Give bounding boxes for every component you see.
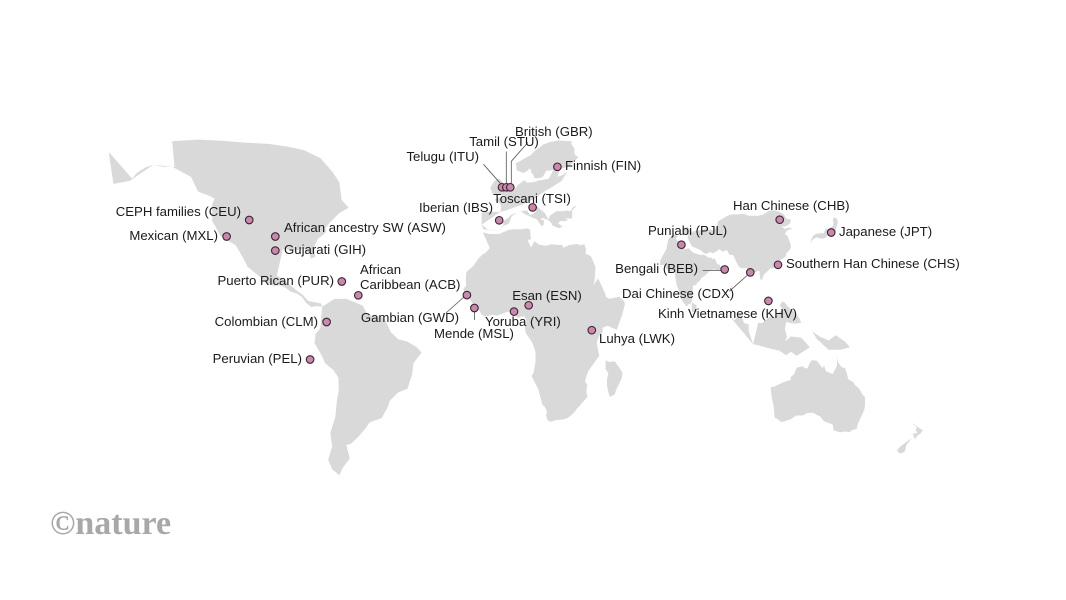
svg-text:Punjabi (PJL): Punjabi (PJL) [648, 223, 727, 238]
svg-text:Gujarati (GIH): Gujarati (GIH) [284, 242, 366, 257]
svg-text:Dai Chinese (CDX): Dai Chinese (CDX) [622, 286, 734, 301]
svg-text:Puerto Rican (PUR): Puerto Rican (PUR) [217, 273, 334, 288]
svg-text:African ancestry SW (ASW): African ancestry SW (ASW) [284, 220, 446, 235]
svg-text:Tamil (STU): Tamil (STU) [469, 134, 539, 149]
svg-text:Esan (ESN): Esan (ESN) [512, 288, 582, 303]
svg-text:Luhya (LWK): Luhya (LWK) [599, 331, 675, 346]
svg-text:Southern Han Chinese (CHS): Southern Han Chinese (CHS) [786, 256, 960, 271]
svg-text:Colombian (CLM): Colombian (CLM) [215, 314, 318, 329]
svg-text:Mexican (MXL): Mexican (MXL) [129, 228, 218, 243]
svg-text:African: African [360, 262, 401, 277]
svg-text:Han Chinese (CHB): Han Chinese (CHB) [733, 198, 850, 213]
svg-text:Japanese (JPT): Japanese (JPT) [839, 224, 932, 239]
svg-text:Bengali (BEB): Bengali (BEB) [615, 261, 698, 276]
svg-text:CEPH families (CEU): CEPH families (CEU) [116, 204, 241, 219]
svg-text:Toscani (TSI): Toscani (TSI) [493, 191, 571, 206]
svg-text:Peruvian (PEL): Peruvian (PEL) [213, 351, 302, 366]
svg-text:Telugu (ITU): Telugu (ITU) [406, 149, 479, 164]
svg-text:Yoruba (YRI): Yoruba (YRI) [485, 314, 561, 329]
svg-text:Finnish (FIN): Finnish (FIN) [565, 158, 641, 173]
svg-text:Iberian (IBS): Iberian (IBS) [419, 200, 493, 215]
svg-text:Kinh Vietnamese (KHV): Kinh Vietnamese (KHV) [658, 306, 797, 321]
svg-text:Caribbean (ACB): Caribbean (ACB) [360, 277, 460, 292]
svg-text:Gambian (GWD): Gambian (GWD) [361, 310, 459, 325]
